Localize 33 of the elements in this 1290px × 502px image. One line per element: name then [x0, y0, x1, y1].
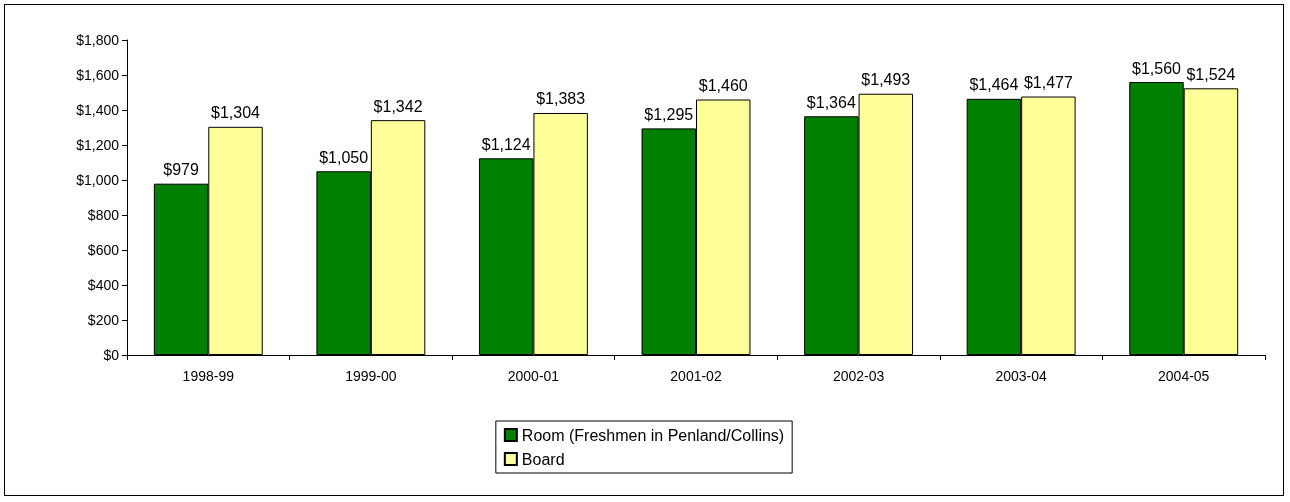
data-label: $1,364	[806, 93, 856, 111]
x-tick-label: 2002-03	[832, 368, 885, 384]
y-tick-label: $1,000	[76, 172, 120, 188]
y-tick-label: $600	[87, 242, 120, 258]
data-label: $1,560	[1132, 59, 1182, 77]
x-tick-label: 1999-00	[345, 368, 397, 384]
y-tick-label: $1,400	[76, 102, 120, 118]
data-label: $1,493	[861, 71, 911, 89]
y-tick-label: $200	[87, 312, 120, 328]
y-tick-label: $800	[87, 207, 120, 223]
data-label: $1,477	[1023, 74, 1073, 92]
x-tick-label: 1998-99	[182, 368, 235, 384]
data-label: $979	[163, 161, 199, 179]
data-label: $1,464	[969, 76, 1019, 94]
y-tick-label: $1,800	[76, 32, 120, 48]
legend-label: Room (Freshmen in Penland/Collins)	[521, 426, 785, 444]
data-label: $1,524	[1186, 65, 1236, 83]
data-label: $1,295	[644, 105, 694, 123]
data-label: $1,050	[319, 148, 369, 166]
y-tick-label: $400	[87, 277, 120, 293]
data-label: $1,304	[211, 104, 261, 122]
data-label: $1,383	[536, 90, 586, 108]
data-label: $1,124	[481, 135, 531, 153]
x-tick-label: 2004-05	[1158, 368, 1210, 384]
y-tick-label: $0	[103, 347, 120, 363]
x-tick-label: 2003-04	[995, 368, 1048, 384]
y-tick-label: $1,200	[76, 137, 120, 153]
y-tick-label: $1,600	[76, 67, 120, 83]
x-tick-label: 2001-02	[670, 368, 722, 384]
data-label: $1,460	[698, 77, 748, 94]
data-label: $1,342	[373, 97, 423, 115]
legend-label: Board	[521, 450, 565, 468]
x-tick-label: 2000-01	[507, 368, 560, 384]
